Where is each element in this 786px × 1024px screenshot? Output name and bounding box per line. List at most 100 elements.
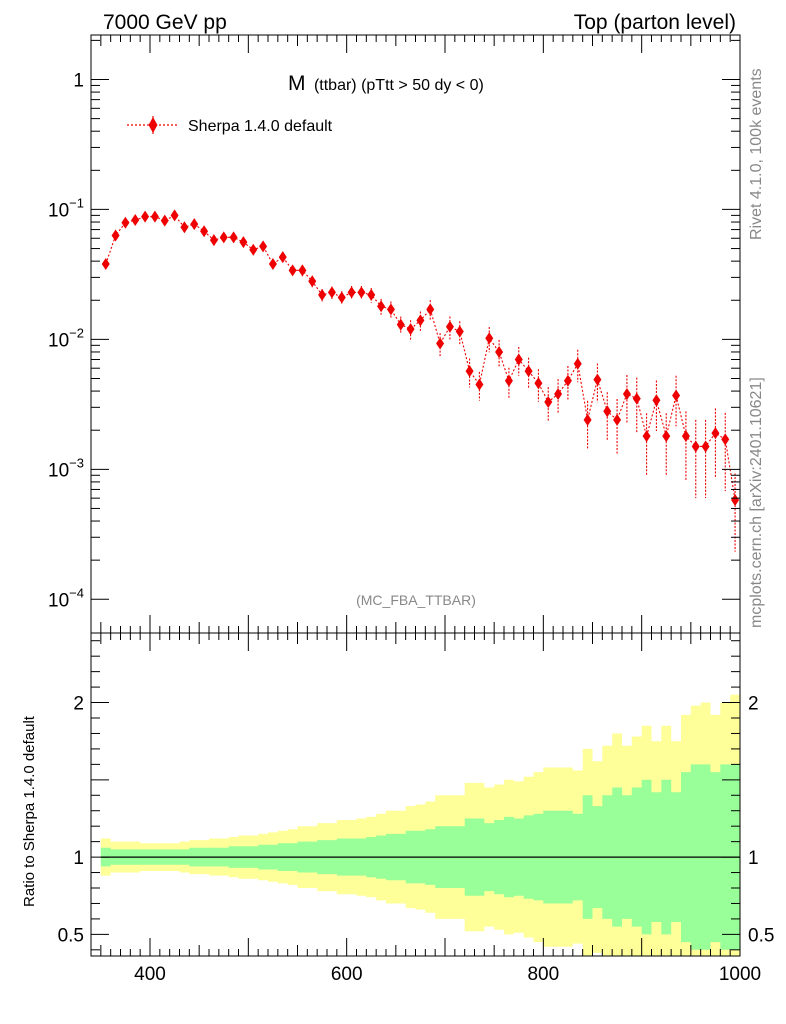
- data-point: [396, 318, 405, 331]
- mcplots-label: mcplots.cern.ch [arXiv:2401.10621]: [748, 377, 765, 628]
- x-tick-label: 600: [331, 964, 363, 985]
- ratio-y-tick-label-left: 1: [73, 848, 84, 869]
- data-point: [318, 288, 327, 301]
- ratio-y-tick-label-left: 0.5: [58, 925, 84, 946]
- data-point: [534, 377, 543, 390]
- main-panel: 110−110−210−310−4 M (ttbar) (pTtt > 50 d…: [48, 34, 741, 634]
- data-point: [583, 413, 592, 426]
- watermark: (MC_FBA_TTBAR): [356, 592, 476, 608]
- data-point: [268, 258, 277, 271]
- y-tick-label-base: 10: [48, 330, 69, 351]
- y-tick-label: 10−2: [48, 325, 84, 351]
- x-tick-label: 800: [527, 964, 559, 985]
- data-point: [632, 392, 641, 405]
- data-point: [239, 236, 248, 249]
- data-point: [131, 213, 140, 226]
- main-ticks: [91, 35, 741, 633]
- ratio-y-tick-label-right: 0.5: [748, 925, 774, 946]
- data-point: [642, 430, 651, 443]
- ratio-band-layer: [100, 694, 741, 956]
- ratio-y-tick-label-right: 1: [748, 848, 759, 869]
- plot-title-main: M: [288, 72, 306, 95]
- data-point: [475, 378, 484, 391]
- data-point: [455, 325, 464, 338]
- legend-label: Sherpa 1.4.0 default: [188, 118, 333, 135]
- data-point: [357, 286, 366, 299]
- y-tick-label: 1: [73, 70, 84, 91]
- x-tick-label: 400: [134, 964, 166, 985]
- data-point: [200, 225, 209, 238]
- data-point: [662, 430, 671, 443]
- rivet-label: Rivet 4.1.0, 100k events: [748, 68, 765, 240]
- y-tick-label-base: 10: [48, 590, 69, 611]
- data-point: [406, 323, 415, 336]
- data-point: [288, 264, 297, 277]
- data-point: [111, 229, 120, 242]
- data-point: [190, 218, 199, 231]
- data-point: [337, 291, 346, 304]
- legend: Sherpa 1.4.0 default: [127, 116, 333, 135]
- y-tick-label-base: 10: [48, 460, 69, 481]
- data-point: [101, 258, 110, 271]
- data-point: [278, 251, 287, 264]
- ratio-tick-labels: 0.5 0.5 1 1 2 2 400 600 800 1000: [58, 694, 775, 985]
- header-left: 7000 GeV pp: [103, 11, 227, 34]
- data-point: [436, 337, 445, 350]
- data-point: [613, 413, 622, 426]
- data-point: [170, 209, 179, 222]
- data-point: [367, 288, 376, 301]
- data-point: [416, 314, 425, 327]
- data-point: [180, 221, 189, 234]
- y-tick-label-base: 10: [48, 200, 69, 221]
- y-tick-label-exponent: −1: [69, 195, 84, 210]
- data-point: [347, 286, 356, 299]
- data-point: [603, 405, 612, 418]
- ratio-y-tick-label-right: 2: [748, 694, 759, 715]
- plot-title: M (ttbar) (pTtt > 50 dy < 0): [288, 72, 484, 95]
- data-point: [141, 210, 150, 223]
- data-point: [504, 374, 513, 387]
- data-point: [121, 216, 130, 229]
- plot-title-sub: (ttbar) (pTtt > 50 dy < 0): [314, 77, 484, 94]
- y-tick-label-base: 1: [73, 70, 84, 91]
- data-point: [593, 373, 602, 386]
- y-tick-label-exponent: −3: [69, 455, 84, 470]
- data-point: [209, 234, 218, 247]
- data-point: [731, 494, 740, 507]
- data-point: [554, 387, 563, 400]
- main-ytick-labels: 110−110−210−310−4: [48, 70, 84, 611]
- data-point: [426, 303, 435, 316]
- ratio-ylabel: Ratio to Sherpa 1.4.0 default: [21, 715, 38, 907]
- data-point: [563, 374, 572, 387]
- data-point: [711, 427, 720, 440]
- data-point: [622, 387, 631, 400]
- data-point: [691, 440, 700, 453]
- ratio-ticks: [91, 633, 741, 956]
- data-point: [445, 320, 454, 333]
- data-point: [524, 365, 533, 378]
- y-tick-label-exponent: −2: [69, 325, 84, 340]
- data-point: [701, 440, 710, 453]
- x-tick-label: 1000: [719, 964, 761, 985]
- data-point: [681, 430, 690, 443]
- data-point: [573, 357, 582, 370]
- data-point: [465, 365, 474, 378]
- data-point: [386, 303, 395, 316]
- data-point: [327, 286, 336, 299]
- data-point: [652, 394, 661, 407]
- data-point: [377, 300, 386, 313]
- data-point: [298, 264, 307, 277]
- y-tick-label: 10−4: [48, 585, 84, 611]
- data-point: [495, 345, 504, 358]
- legend-marker: [148, 117, 158, 133]
- data-point: [514, 353, 523, 366]
- main-band-layer: [101, 209, 740, 552]
- data-point: [219, 231, 228, 244]
- data-point: [150, 210, 159, 223]
- data-point: [721, 433, 730, 446]
- header-right: Top (parton level): [574, 11, 736, 34]
- data-point: [259, 240, 268, 253]
- ratio-y-tick-label-left: 2: [73, 694, 84, 715]
- y-tick-label: 10−1: [48, 195, 84, 221]
